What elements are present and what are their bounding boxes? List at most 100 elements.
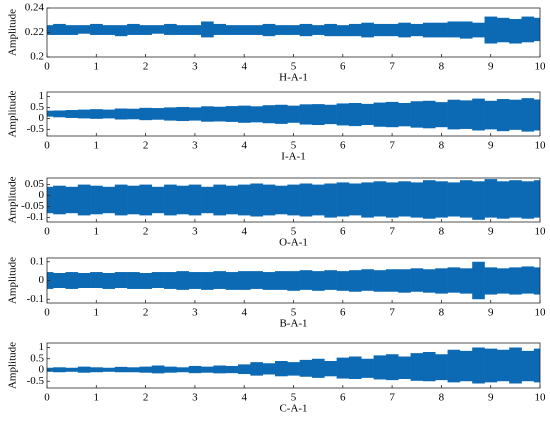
signal-envelope	[336, 182, 350, 217]
signal-envelope	[139, 25, 153, 35]
signal-envelope	[533, 99, 540, 131]
signal-envelope	[65, 272, 79, 289]
x-tick-label: 10	[535, 307, 547, 319]
signal-envelope	[521, 181, 535, 219]
signal-envelope	[336, 271, 350, 291]
signal-envelope	[188, 184, 202, 216]
signal-envelope	[127, 367, 140, 373]
signal-envelope	[201, 272, 214, 290]
signal-envelope	[201, 21, 214, 38]
signal-envelope	[373, 270, 387, 292]
signal-envelope	[521, 350, 535, 382]
x-tick-label: 6	[340, 140, 346, 152]
signal-envelope	[77, 109, 91, 119]
signal-envelope	[262, 105, 276, 124]
x-tick-label: 9	[488, 392, 494, 404]
signal-envelope	[47, 272, 54, 289]
signal-envelope	[102, 367, 116, 372]
signal-envelope	[151, 186, 165, 214]
signal-envelope	[53, 185, 66, 215]
signal-envelope	[385, 23, 399, 37]
y-axis-label: Amplitude	[7, 9, 19, 56]
signal	[47, 261, 540, 300]
signal-envelope	[311, 271, 325, 291]
y-tick-label: -0.5	[27, 375, 45, 387]
signal-envelope	[336, 25, 350, 37]
signal-envelope	[225, 272, 239, 290]
x-tick-label: 1	[94, 392, 100, 404]
signal-envelope	[348, 183, 362, 216]
x-tick-label: 8	[439, 140, 445, 152]
y-tick-label: -0.1	[27, 293, 44, 305]
signal-envelope	[287, 25, 300, 35]
signal-envelope	[398, 22, 411, 38]
signal-envelope	[262, 23, 276, 37]
y-axis-label: Amplitude	[7, 90, 19, 137]
signal-envelope	[496, 17, 510, 43]
x-tick-label: 7	[389, 226, 395, 238]
signal-envelope	[151, 108, 165, 120]
signal-envelope	[225, 25, 239, 35]
signal-envelope	[398, 181, 411, 217]
signal-envelope	[348, 103, 362, 127]
x-tick-label: 3	[192, 226, 198, 238]
y-tick-label: 0.05	[25, 178, 45, 190]
y-axis-label: Amplitude	[7, 257, 19, 304]
x-tick-label: 4	[241, 61, 247, 73]
signal-envelope	[361, 103, 374, 125]
signal-envelope	[435, 354, 448, 381]
signal-envelope	[188, 25, 202, 35]
signal-envelope	[90, 23, 103, 35]
signal-envelope	[348, 270, 362, 292]
signal-envelope	[533, 180, 540, 218]
signal-envelope	[188, 272, 202, 289]
signal-envelope	[139, 107, 153, 121]
signal-envelope	[324, 183, 337, 218]
signal-envelope	[102, 109, 116, 119]
x-tick-label: 4	[241, 307, 247, 319]
signal-envelope	[262, 363, 276, 375]
x-tick-label: 0	[44, 392, 50, 404]
signal-envelope	[151, 25, 165, 34]
subplot: 0 1 2 3 4 5 6 7 8 9 10 0.2 0.22 0.24 H-A-1 Amplitude	[7, 2, 546, 84]
signal-envelope	[201, 366, 214, 373]
x-axis-title: B-A-1	[279, 318, 307, 330]
signal-envelope	[459, 180, 473, 218]
x-tick-label: 9	[488, 61, 494, 73]
x-tick-label: 2	[143, 307, 149, 319]
x-tick-label: 8	[439, 226, 445, 238]
signal-envelope	[164, 23, 177, 35]
signal-envelope	[176, 106, 190, 122]
signal-envelope	[324, 23, 337, 37]
signal-envelope	[53, 367, 66, 373]
x-tick-label: 8	[439, 307, 445, 319]
signal-envelope	[422, 269, 436, 293]
signal-envelope	[496, 181, 510, 219]
signal-envelope	[287, 271, 300, 291]
y-tick-label: 0	[39, 189, 45, 201]
signal-envelope	[459, 21, 473, 39]
signal-envelope	[361, 358, 374, 378]
signal-envelope	[373, 102, 387, 127]
x-tick-label: 7	[389, 61, 395, 73]
x-tick-label: 5	[291, 226, 297, 238]
signal-envelope	[287, 184, 300, 216]
y-tick-label: -0.5	[27, 123, 45, 135]
signal-envelope	[299, 104, 313, 125]
signal-envelope	[53, 110, 66, 118]
signal-envelope	[53, 273, 66, 288]
signal-envelope	[164, 184, 177, 216]
signal-envelope	[509, 99, 522, 130]
x-tick-label: 10	[535, 140, 547, 152]
x-tick-label: 4	[241, 392, 247, 404]
signal-envelope	[238, 364, 251, 375]
signal-envelope	[299, 183, 313, 217]
x-tick-label: 6	[340, 307, 346, 319]
signal-envelope	[151, 365, 165, 374]
x-axis-title: H-A-1	[279, 72, 308, 84]
signal-envelope	[435, 268, 448, 294]
signal-envelope	[225, 365, 239, 374]
